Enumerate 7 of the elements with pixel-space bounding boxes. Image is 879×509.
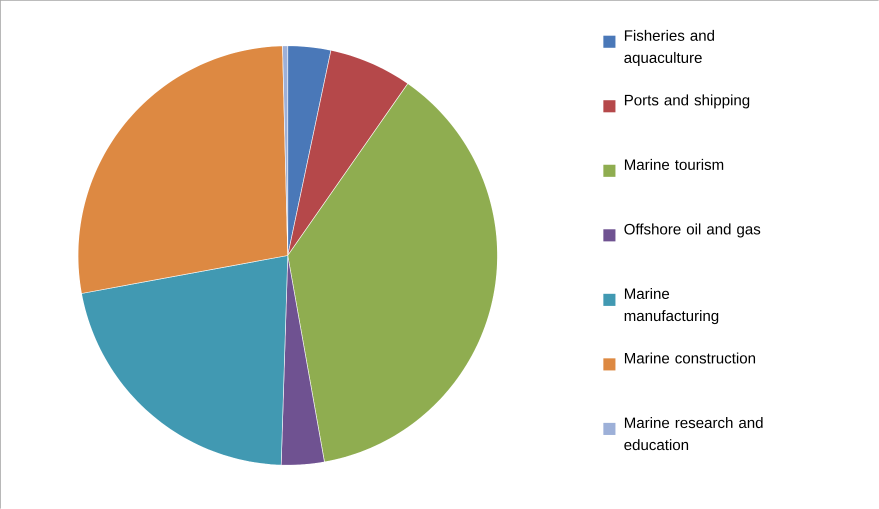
legend-label: Marine tourism (624, 158, 724, 170)
legend-label: Marine manufacturing (624, 288, 718, 324)
legend-label: Fisheries and aquaculture (624, 30, 714, 66)
legend-label: Marine construction (624, 352, 756, 364)
legend-label: Offshore oil and gas (624, 223, 760, 238)
legend-label: Ports and shipping (624, 94, 750, 108)
legend-label: Marine research and education (624, 417, 763, 450)
